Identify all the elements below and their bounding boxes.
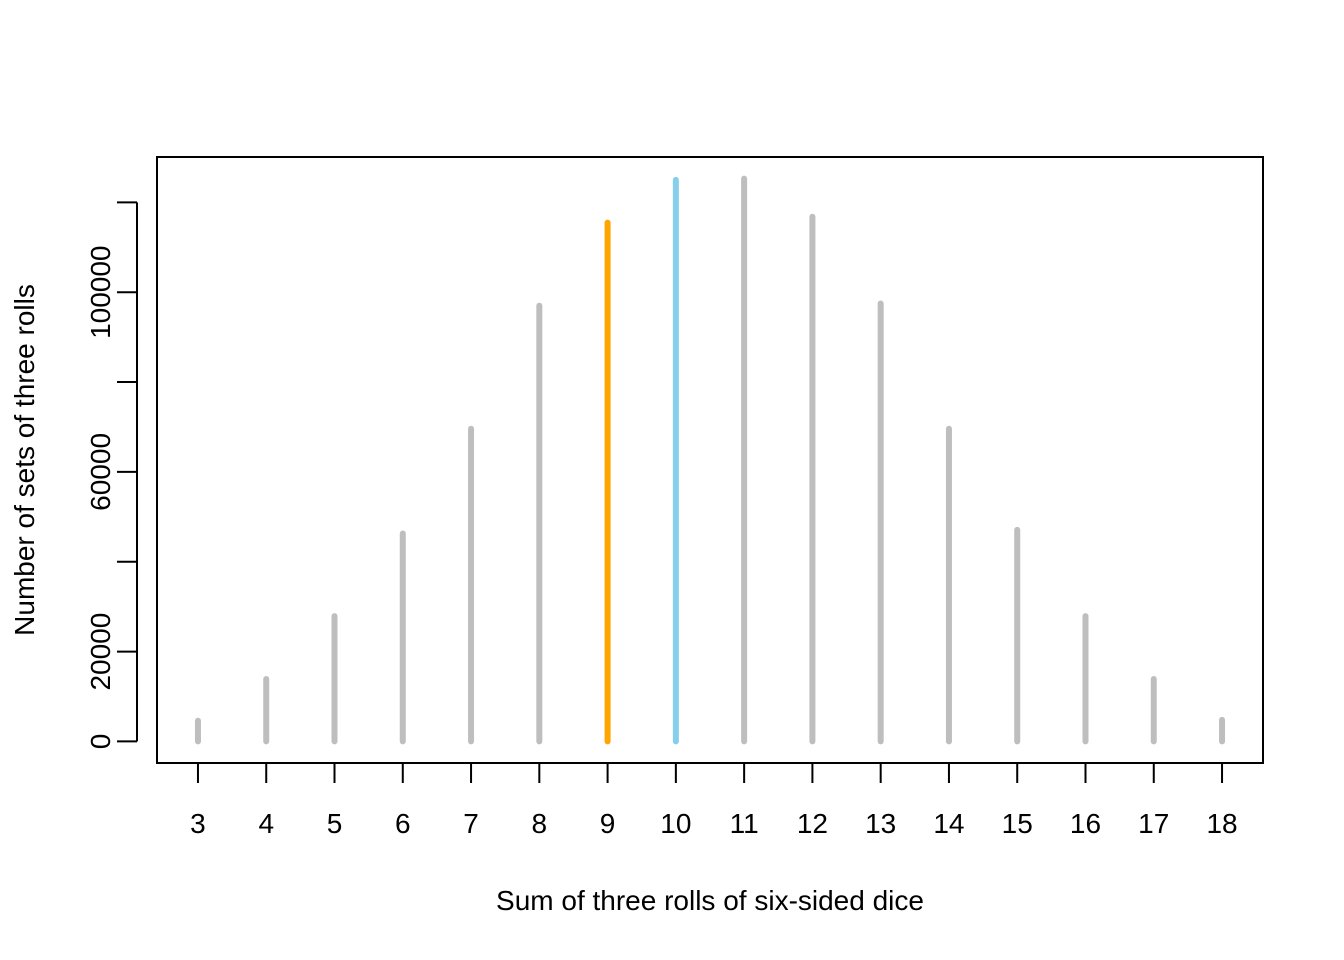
x-tick-label: 8 bbox=[532, 808, 548, 839]
x-axis: 3 4 5 6 7 8 9 10 11 12 13 14 15 16 17 18 bbox=[190, 763, 1238, 839]
x-tick-label: 9 bbox=[600, 808, 616, 839]
x-tick-label: 10 bbox=[660, 808, 691, 839]
x-tick-label: 3 bbox=[190, 808, 206, 839]
bars bbox=[194, 175, 1226, 745]
x-tick-label: 16 bbox=[1070, 808, 1101, 839]
x-tick-label: 17 bbox=[1138, 808, 1169, 839]
x-tick-label: 18 bbox=[1206, 808, 1237, 839]
y-axis: 0 20000 60000 100000 bbox=[85, 201, 138, 750]
x-tick-label: 14 bbox=[933, 808, 964, 839]
x-tick-label: 7 bbox=[463, 808, 479, 839]
y-tick-label: 60000 bbox=[85, 433, 116, 511]
plot-frame bbox=[156, 156, 1264, 764]
x-axis-label: Sum of three rolls of six-sided dice bbox=[496, 885, 924, 916]
x-tick-label: 6 bbox=[395, 808, 411, 839]
x-tick-label: 11 bbox=[730, 808, 759, 839]
y-tick-label: 100000 bbox=[85, 245, 116, 338]
x-tick-label: 15 bbox=[1002, 808, 1033, 839]
y-tick-label: 0 bbox=[85, 734, 116, 750]
y-tick-label: 20000 bbox=[85, 613, 116, 691]
x-tick-label: 4 bbox=[258, 808, 274, 839]
x-tick-label: 12 bbox=[797, 808, 828, 839]
y-axis-label: Number of sets of three rolls bbox=[9, 284, 40, 636]
x-tick-label: 13 bbox=[865, 808, 896, 839]
x-tick-label: 5 bbox=[327, 808, 343, 839]
